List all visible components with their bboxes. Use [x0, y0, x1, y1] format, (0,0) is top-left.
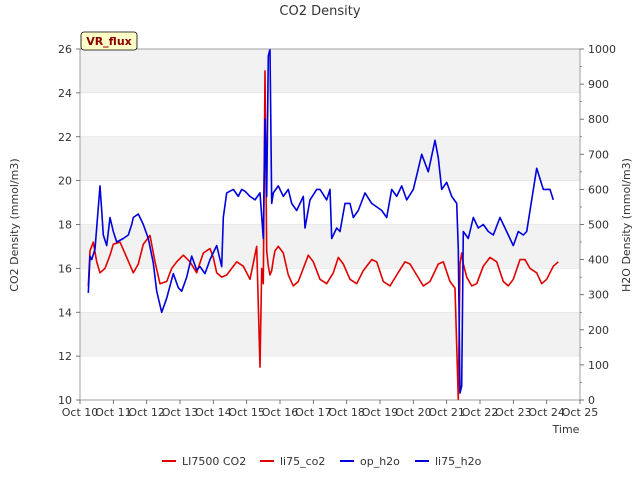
- y2-axis-label: H2O Density (mmol/m3): [620, 158, 633, 292]
- y-axis-label: CO2 Density (mmol/m3): [8, 158, 21, 291]
- chart-title: CO2 Density: [279, 4, 360, 19]
- x-tick-label: Oct 12: [128, 406, 165, 419]
- x-tick-label: Oct 17: [295, 406, 332, 419]
- y-tick-label: 18: [58, 219, 72, 232]
- x-tick-label: Oct 22: [462, 406, 499, 419]
- legend-label-li7500-co2: LI7500 CO2: [182, 455, 246, 468]
- series-line-li75-co2: [87, 70, 559, 400]
- y2-tick-label: 0: [588, 394, 595, 407]
- y2-tick-label: 900: [588, 78, 609, 91]
- series-lines: [87, 49, 559, 400]
- y-tick-label: 12: [58, 350, 72, 363]
- x-tick-label: Oct 11: [95, 406, 132, 419]
- grid-band: [80, 136, 580, 181]
- y-tick-label: 16: [58, 262, 72, 275]
- legend-label-op-h2o: op_h2o: [360, 455, 400, 468]
- grid-band: [80, 49, 580, 93]
- x-tick-label: Oct 19: [362, 406, 399, 419]
- y-tick-label: 22: [58, 131, 72, 144]
- x-tick-label: Oct 14: [195, 406, 232, 419]
- y2-axis-ticks: 0 100 200 300 400 500 600 700 800 900 1000: [580, 43, 616, 407]
- x-axis-label: Time: [552, 423, 580, 436]
- x-tick-label: Oct 15: [228, 406, 265, 419]
- y2-tick-label: 800: [588, 113, 609, 126]
- x-tick-label: Oct 18: [328, 406, 365, 419]
- y-tick-label: 26: [58, 43, 72, 56]
- badge-label: VR_flux: [86, 35, 132, 48]
- legend-label-li75-co2: li75_co2: [280, 455, 325, 468]
- y2-tick-label: 200: [588, 324, 609, 337]
- vr-flux-badge: VR_flux: [80, 31, 138, 51]
- legend: LI7500 CO2 li75_co2 op_h2o li75_h2o: [162, 455, 482, 468]
- y2-tick-label: 400: [588, 254, 609, 267]
- y2-tick-label: 500: [588, 219, 609, 232]
- x-tick-label: Oct 10: [62, 406, 99, 419]
- y2-tick-label: 600: [588, 183, 609, 196]
- legend-label-li75-h2o: li75_h2o: [435, 455, 482, 468]
- x-tick-label: Oct 13: [162, 406, 199, 419]
- y-tick-label: 14: [58, 306, 72, 319]
- grid-bands: [80, 48, 580, 401]
- grid-band: [80, 312, 580, 357]
- x-tick-label: Oct 16: [262, 406, 299, 419]
- x-tick-label: Oct 21: [428, 406, 465, 419]
- x-tick-label: Oct 20: [395, 406, 432, 419]
- x-tick-label: Oct 25: [562, 406, 599, 419]
- badge-box: [80, 31, 138, 51]
- y2-tick-label: 100: [588, 359, 609, 372]
- x-tick-label: Oct 23: [495, 406, 532, 419]
- plot-area: [80, 48, 580, 401]
- x-tick-label: Oct 24: [528, 406, 565, 419]
- y2-tick-label: 700: [588, 148, 609, 161]
- y-tick-label: 20: [58, 175, 72, 188]
- y-axis-ticks: 10 12 14 16 18 20 22 24 26: [58, 43, 80, 407]
- y-tick-label: 24: [58, 87, 72, 100]
- y2-tick-label: 1000: [588, 43, 616, 56]
- y-tick-label: 10: [58, 394, 72, 407]
- series-line-li75-h2o: [87, 49, 555, 394]
- y2-tick-label: 300: [588, 289, 609, 302]
